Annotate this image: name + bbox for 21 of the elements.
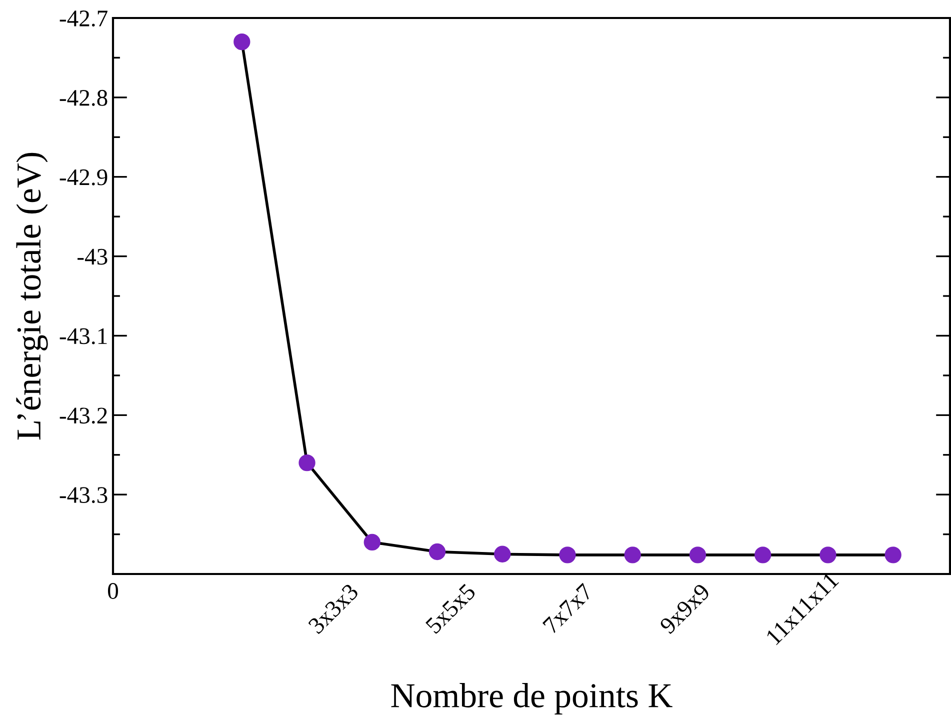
- point: [624, 546, 641, 564]
- point: [428, 543, 446, 560]
- y-tick-label: -43.1: [60, 328, 107, 344]
- y-tick-label: -43.3: [60, 487, 108, 504]
- y-tick-label: -42.8: [60, 90, 108, 106]
- point: [559, 546, 576, 564]
- point: [884, 546, 902, 564]
- point: [298, 454, 316, 472]
- y-axis-title: L’énergie totale (eV): [16, 152, 48, 440]
- point: [689, 546, 706, 564]
- x-axis-title: Nombre de points K: [391, 683, 672, 715]
- point: [754, 546, 772, 564]
- y-tick-label: -43: [78, 248, 108, 265]
- text: 0: [108, 583, 118, 599]
- y-tick-label: -42.9: [60, 169, 108, 186]
- y-tick-label: -42.7: [60, 10, 108, 27]
- point: [494, 546, 511, 562]
- point: [364, 534, 380, 551]
- point: [234, 33, 250, 50]
- point: [820, 546, 836, 564]
- y-tick-label: -43.2: [60, 408, 107, 424]
